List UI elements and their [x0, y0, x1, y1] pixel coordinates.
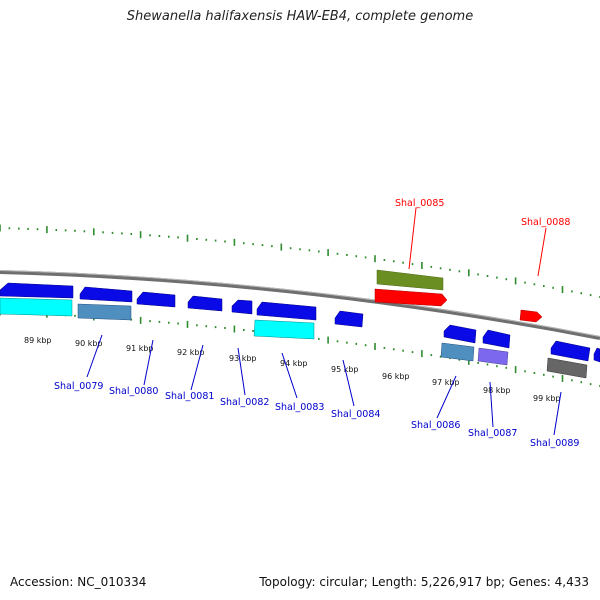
gene-label-shal-0081[interactable]: Shal_0081	[165, 391, 214, 402]
gene-label-shal-0084[interactable]: Shal_0084	[331, 409, 380, 420]
genome-stats-text: Topology: circular; Length: 5,226,917 bp…	[259, 575, 589, 589]
gene-arrow-left-4[interactable]	[187, 295, 223, 312]
scale-label-96: 96 kbp	[382, 372, 410, 381]
gene-arrow-left-2[interactable]	[79, 286, 133, 303]
gene-gray-block[interactable]	[546, 357, 588, 379]
gene-label-shal-0089[interactable]: Shal_0089	[530, 438, 579, 449]
gene-arrow-left-3[interactable]	[136, 291, 176, 308]
gene-arrow-left-8[interactable]	[443, 324, 477, 344]
gene-label-shal-0080[interactable]: Shal_0080	[109, 386, 158, 397]
gene-cyan-block-2[interactable]	[253, 319, 315, 340]
gene-label-shal-0087[interactable]: Shal_0087	[468, 428, 517, 439]
top-tick-track	[0, 224, 600, 298]
gene-arrow-left-6[interactable]	[256, 301, 317, 321]
genome-backbone	[0, 270, 600, 340]
label-leaders	[86, 207, 562, 436]
gene-arrow-left-11[interactable]	[593, 347, 600, 363]
gene-cyan-block-1[interactable]	[0, 297, 73, 317]
gene-arrow-left-7[interactable]	[334, 310, 364, 328]
scale-label-97: 97 kbp	[432, 378, 460, 387]
gene-arrow-left-1[interactable]	[0, 282, 74, 299]
map-title: Shewanella halifaxensis HAW-EB4, complet…	[126, 9, 474, 24]
gene-steelblue-block-2[interactable]	[440, 342, 475, 362]
scale-label-92: 92 kbp	[177, 348, 205, 357]
gene-shal-0085-arrow[interactable]	[374, 288, 448, 307]
scale-label-89: 89 kbp	[24, 336, 52, 345]
scale-label-91: 91 kbp	[126, 344, 154, 353]
scale-labels: 89 kbp 90 kbp 91 kbp 92 kbp 93 kbp 94 kb…	[24, 336, 561, 403]
scale-label-93: 93 kbp	[229, 354, 257, 363]
scale-label-94: 94 kbp	[280, 359, 308, 368]
gene-arrow-left-9[interactable]	[482, 329, 511, 349]
gene-arrow-left-10[interactable]	[550, 340, 591, 362]
accession-text: Accession: NC_010334	[10, 575, 147, 589]
gene-arrow-left-5[interactable]	[231, 299, 253, 315]
scale-label-90: 90 kbp	[75, 339, 103, 348]
gene-label-shal-0086[interactable]: Shal_0086	[411, 420, 460, 431]
gene-label-shal-0085[interactable]: Shal_0085	[395, 198, 444, 209]
scale-label-99: 99 kbp	[533, 394, 561, 403]
gene-shal-0088-arrow[interactable]	[519, 309, 543, 323]
gene-label-shal-0079[interactable]: Shal_0079	[54, 381, 103, 392]
scale-label-98: 98 kbp	[483, 386, 511, 395]
gene-labels: Shal_0085 Shal_0088 Shal_0079 Shal_0080 …	[54, 198, 579, 449]
forward-genes	[374, 269, 543, 323]
reverse-genes	[0, 282, 600, 379]
gene-shal-0085-feature[interactable]	[376, 269, 444, 291]
gene-label-shal-0083[interactable]: Shal_0083	[275, 402, 324, 413]
gene-label-shal-0082[interactable]: Shal_0082	[220, 397, 269, 408]
gene-steelblue-block-1[interactable]	[77, 303, 132, 321]
gene-slateblue-block[interactable]	[477, 347, 509, 366]
gene-label-shal-0088[interactable]: Shal_0088	[521, 217, 570, 228]
